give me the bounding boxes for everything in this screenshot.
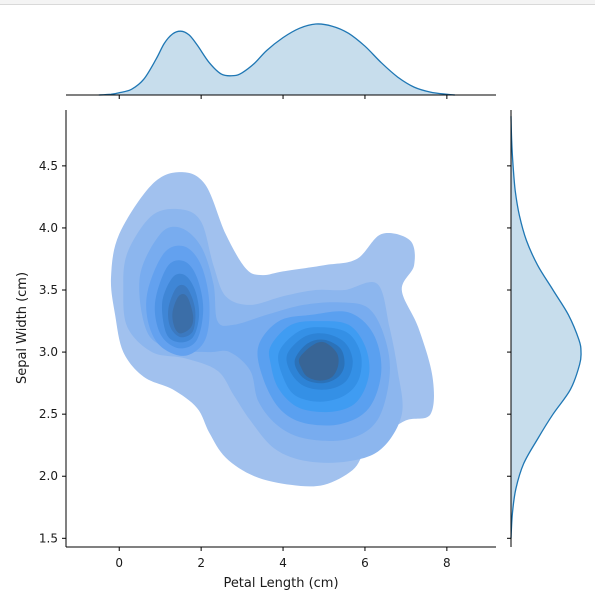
y-tick-label: 3.5 — [39, 283, 58, 297]
y-tick-label: 2.0 — [39, 469, 58, 483]
y-tick-label: 4.5 — [39, 159, 58, 173]
window-top-edge — [0, 0, 595, 5]
top-marginal-fill — [98, 23, 456, 96]
x-tick-label: 8 — [443, 556, 451, 570]
right-marginal-curve — [510, 116, 582, 539]
x-tick-label: 4 — [279, 556, 287, 570]
top-marginal-density — [66, 23, 496, 99]
kde-contour-level-9 — [298, 341, 339, 381]
axes: 0 2 4 6 8 1.5 2.0 2.5 3.0 3.5 4.0 4.5 — [39, 110, 496, 570]
kde-contour-fills — [110, 172, 434, 487]
x-tick-label: 0 — [115, 556, 123, 570]
y-tick-label: 3.0 — [39, 345, 58, 359]
y-tick-label: 1.5 — [39, 531, 58, 545]
x-tick-label: 6 — [361, 556, 369, 570]
x-tick-label: 2 — [197, 556, 205, 570]
top-marginal-curve — [98, 23, 456, 96]
y-axis-label: Sepal Width (cm) — [15, 272, 30, 384]
x-axis-label: Petal Length (cm) — [223, 576, 338, 591]
kde-contour-level-8 — [172, 294, 194, 334]
y-tick-label: 4.0 — [39, 221, 58, 235]
right-marginal-density — [507, 110, 582, 547]
right-marginal-fill — [511, 116, 582, 539]
y-tick-label: 2.5 — [39, 407, 58, 421]
